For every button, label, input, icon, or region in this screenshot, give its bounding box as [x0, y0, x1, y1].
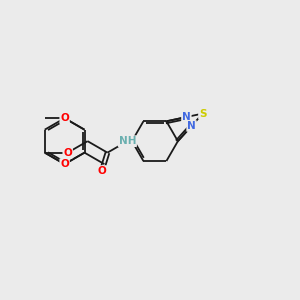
Text: O: O	[60, 113, 69, 123]
Text: S: S	[199, 109, 206, 118]
Text: N: N	[187, 121, 196, 131]
Text: N: N	[182, 112, 191, 122]
Text: O: O	[60, 159, 69, 169]
Text: NH: NH	[118, 136, 136, 146]
Text: O: O	[98, 166, 106, 176]
Text: O: O	[63, 148, 72, 158]
